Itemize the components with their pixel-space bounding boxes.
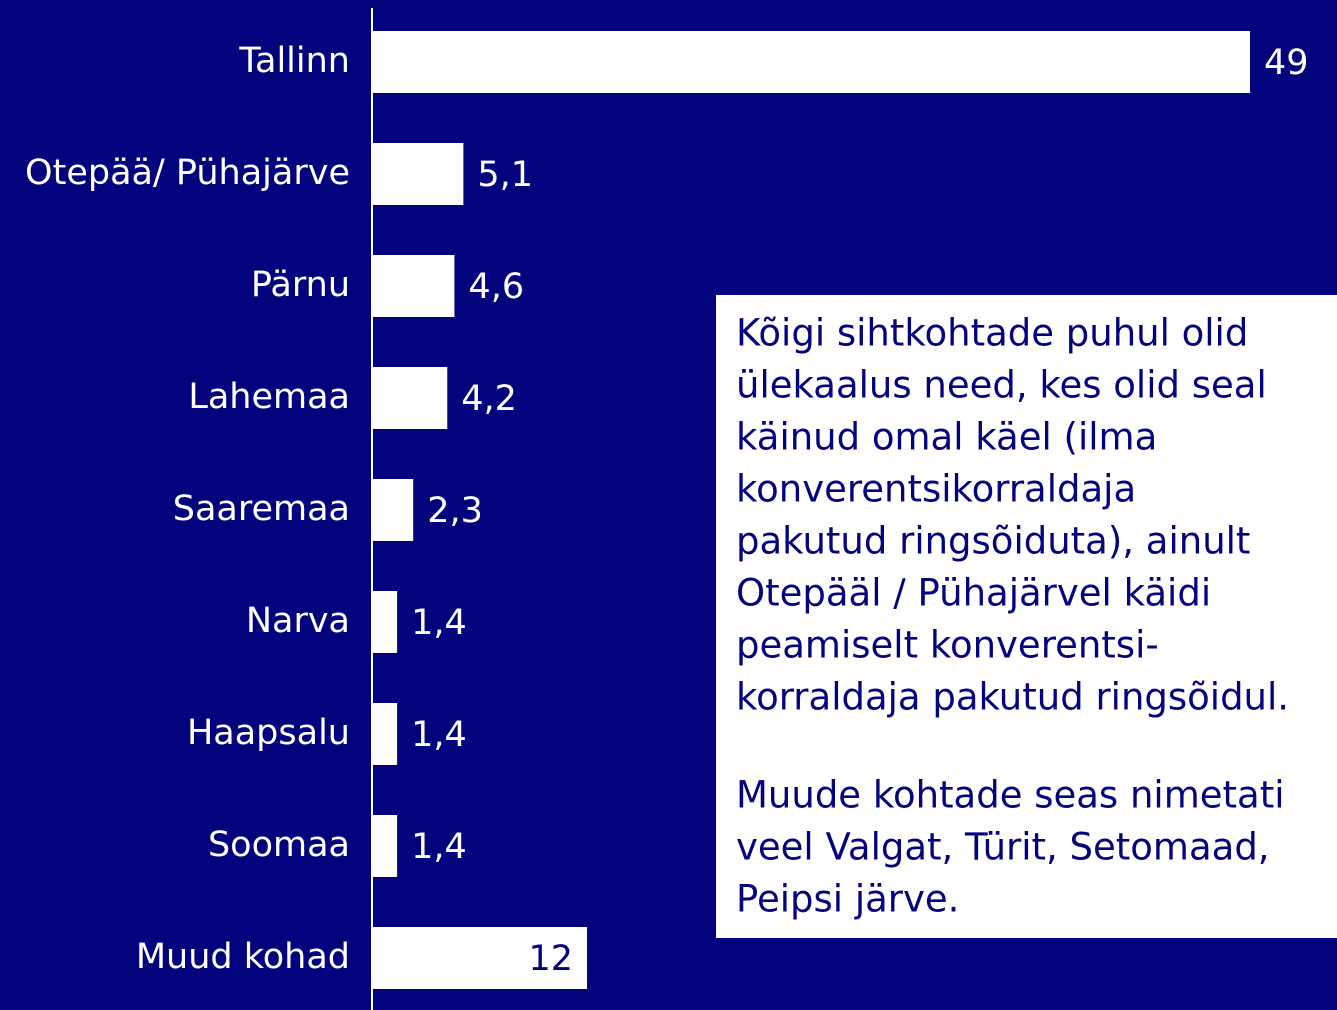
category-label: Muud kohad — [136, 937, 350, 977]
value-label: 12 — [528, 939, 573, 979]
annotation-box — [716, 295, 1337, 938]
annotation-line: Otepääl / Pühajärvel käidi — [736, 572, 1211, 615]
bar — [372, 703, 398, 765]
annotation-line: Muude kohtade seas nimetati — [736, 774, 1284, 817]
value-label: 1,4 — [411, 827, 467, 867]
category-label: Otepää/ Pühajärve — [25, 153, 350, 193]
value-label: 49 — [1264, 43, 1309, 83]
value-label: 4,6 — [468, 267, 524, 307]
bar — [372, 31, 1250, 93]
bar — [372, 479, 414, 541]
category-label: Saaremaa — [173, 489, 350, 529]
annotation-line: veel Valgat, Türit, Setomaad, — [736, 826, 1270, 869]
bar — [372, 143, 464, 205]
value-label: 1,4 — [411, 603, 467, 643]
bar — [372, 591, 398, 653]
value-label: 1,4 — [411, 715, 467, 755]
annotation-line: käinud omal käel (ilma — [736, 416, 1157, 459]
annotation-line: ülekaalus need, kes olid seal — [736, 364, 1267, 407]
bar — [372, 367, 448, 429]
annotation-line: pakutud ringsõiduta), ainult — [736, 520, 1250, 563]
category-label: Tallinn — [238, 41, 350, 81]
annotation-line: korraldaja pakutud ringsõidul. — [736, 676, 1289, 719]
bar — [372, 815, 398, 877]
value-label: 5,1 — [477, 155, 533, 195]
annotation-line: Kõigi sihtkohtade puhul olid — [736, 312, 1248, 355]
annotation-line: konverentsikorraldaja — [736, 468, 1136, 511]
value-label: 4,2 — [461, 379, 517, 419]
category-label: Narva — [246, 601, 350, 641]
bar — [372, 927, 588, 989]
annotation-line: Peipsi järve. — [736, 878, 959, 921]
category-label: Haapsalu — [187, 713, 350, 753]
annotation-line: peamiselt konverentsi- — [736, 624, 1159, 667]
category-label: Lahemaa — [188, 377, 350, 417]
bar — [372, 255, 455, 317]
category-label: Pärnu — [251, 265, 350, 305]
category-label: Soomaa — [208, 825, 350, 865]
value-label: 2,3 — [427, 491, 483, 531]
